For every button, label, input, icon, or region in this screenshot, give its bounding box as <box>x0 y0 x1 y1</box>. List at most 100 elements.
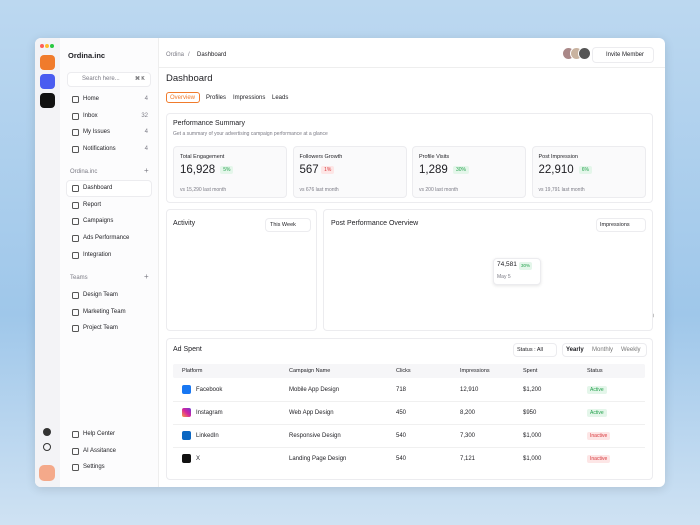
nav-icon <box>72 251 79 259</box>
invite-button[interactable] <box>592 47 654 63</box>
app-icon[interactable] <box>40 74 55 89</box>
table-cell: 7,300 <box>460 433 476 439</box>
stat-label: Total Engagement <box>180 154 225 160</box>
table-cell: $950 <box>523 410 537 416</box>
tab[interactable]: Overview <box>170 95 196 101</box>
table-cell: Mobile App Design <box>289 387 340 393</box>
table-cell: $1,000 <box>523 433 542 439</box>
period-option[interactable]: Monthly <box>592 347 614 353</box>
table-cell: Instagram <box>196 410 223 416</box>
table-cell: 718 <box>396 387 407 393</box>
nav-item[interactable]: Home <box>83 96 100 102</box>
icon-rail <box>35 38 60 487</box>
tab[interactable]: Profiles <box>206 95 227 101</box>
stat-compare: vs 19,791 last month <box>538 187 585 193</box>
change-badge: 30% <box>453 166 470 174</box>
invite-text: Invite Member <box>606 52 645 58</box>
status-badge: Active <box>587 409 607 417</box>
nav-icon <box>72 185 79 192</box>
table-cell: Responsive Design <box>289 433 341 439</box>
nav-item[interactable]: Campaigns <box>83 218 114 225</box>
table-cell: Landing Page Design <box>289 456 347 462</box>
workspace[interactable]: Ordina.inc <box>68 51 106 60</box>
nav-icon <box>72 325 79 332</box>
breadcrumb[interactable]: Ordina <box>166 52 185 58</box>
platform-icon <box>182 431 191 440</box>
status-badge: Inactive <box>587 455 611 463</box>
nav-count: 4 <box>144 96 148 102</box>
team-item[interactable]: Project Team <box>83 325 118 331</box>
section-label: Ordina.inc <box>70 169 98 175</box>
light-mode[interactable] <box>43 428 51 436</box>
tab[interactable]: Impressions <box>233 95 266 101</box>
app-icon[interactable] <box>40 55 55 70</box>
metric-text: Impressions <box>600 222 630 228</box>
tooltip-value: 74,581 <box>497 261 517 268</box>
nav-icon <box>72 129 79 136</box>
team-item[interactable]: Design Team <box>83 292 118 298</box>
table-header-bg <box>173 364 645 378</box>
stat-label: Post Impression <box>538 154 578 160</box>
avatar[interactable] <box>39 465 55 481</box>
column-header: Clicks <box>396 368 411 374</box>
member-avatar <box>578 47 591 60</box>
header-divider <box>158 67 665 68</box>
stat-value: 16,928 <box>180 164 216 176</box>
stat-value: 1,289 <box>419 164 448 176</box>
nav-item[interactable]: Ads Performance <box>83 235 130 242</box>
footer-item[interactable]: AI Assitance <box>83 447 117 454</box>
post-title: Post Performance Overview <box>331 220 419 227</box>
status-badge: Active <box>587 386 607 394</box>
platform-icon <box>182 385 191 394</box>
table-cell: Web App Design <box>289 410 334 416</box>
nav-item[interactable]: Integration <box>83 251 112 258</box>
nav-count: 4 <box>144 129 148 135</box>
change-badge: 5% <box>220 166 234 174</box>
stat-compare: vs 676 last month <box>299 187 339 193</box>
active-item <box>66 180 152 197</box>
row-divider <box>173 401 645 402</box>
metric-dropdown[interactable] <box>596 218 646 232</box>
footer-item[interactable]: Help Center <box>83 431 116 437</box>
nav-item[interactable]: Notifications <box>83 145 116 152</box>
nav-item[interactable]: Inbox <box>83 112 98 119</box>
footer-item[interactable]: Settings <box>83 464 105 470</box>
nav-icon <box>72 464 79 471</box>
period-option[interactable]: Weekly <box>621 347 641 353</box>
stat-card <box>173 146 287 198</box>
stat-card <box>292 146 407 198</box>
summary-title: Performance Summary <box>173 120 245 127</box>
table-cell: 450 <box>396 410 407 416</box>
tooltip-date: May 5 <box>497 274 511 280</box>
period-text: This Week <box>270 222 296 228</box>
breadcrumb-sep: / <box>188 52 190 58</box>
stat-compare: vs 15,290 last month <box>180 187 227 193</box>
status-badge: Inactive <box>587 432 611 440</box>
nav-item[interactable]: Dashboard <box>83 185 113 191</box>
nav-item[interactable]: My Issues <box>83 129 111 135</box>
nav-item[interactable]: Report <box>83 201 102 208</box>
stat-label: Profile Visits <box>419 154 450 160</box>
platform-icon <box>182 454 191 463</box>
period-dropdown[interactable] <box>265 218 311 232</box>
stat-value: 567 <box>299 164 319 176</box>
app-icon[interactable] <box>40 93 55 108</box>
stat-compare: vs 200 last month <box>419 187 459 193</box>
period-option[interactable]: Yearly <box>566 347 584 353</box>
dark-mode[interactable] <box>43 443 51 451</box>
tab[interactable]: Leads <box>272 95 289 101</box>
status-filter[interactable] <box>513 343 557 357</box>
table-cell: 8,200 <box>460 410 476 416</box>
nav-icon <box>72 201 79 209</box>
nav-icon <box>72 447 79 455</box>
add[interactable]: + <box>144 272 149 281</box>
search-box[interactable] <box>67 72 151 87</box>
stat-value: 22,910 <box>538 164 574 176</box>
nav-icon <box>72 112 79 120</box>
add[interactable]: + <box>144 166 149 175</box>
table-cell: 7,121 <box>460 456 476 462</box>
window-dot <box>45 44 49 48</box>
team-item[interactable]: Marketing Team <box>83 308 126 315</box>
tab-active <box>166 92 200 103</box>
